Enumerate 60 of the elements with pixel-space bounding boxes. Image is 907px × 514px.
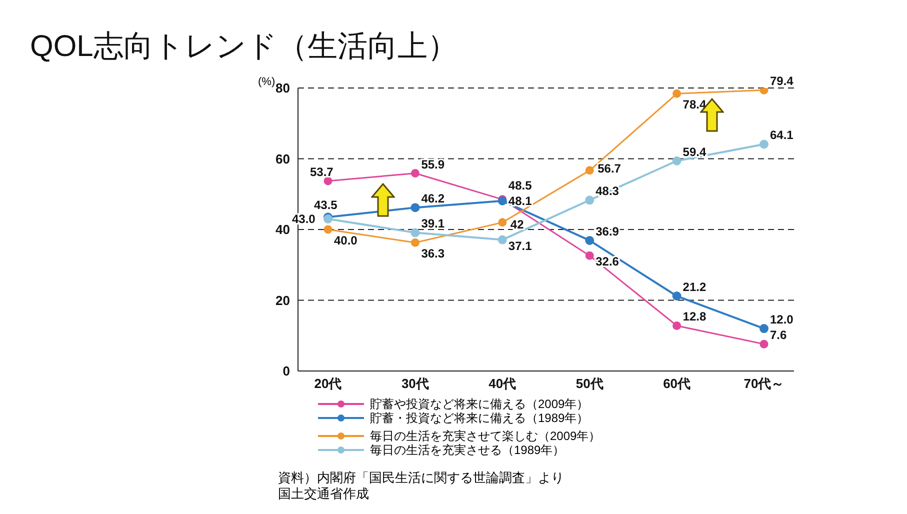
y-axis-title: (%) <box>258 76 276 88</box>
data-label: 64.1 <box>770 128 794 142</box>
point <box>410 238 420 247</box>
point <box>410 169 420 178</box>
data-label: 55.9 <box>421 157 445 172</box>
data-label: 21.2 <box>682 280 706 294</box>
legend-label: 毎日の生活を充実させて楽しむ（2009年） <box>370 429 601 443</box>
legend-label: 貯蓄・投資など将来に備える（1989年） <box>370 411 589 425</box>
point <box>760 340 768 348</box>
legend-label: 貯蓄や投資など将来に備える（2009年） <box>370 397 589 411</box>
data-label: 48.5 <box>508 178 532 192</box>
data-label: 37.1 <box>508 238 532 253</box>
point <box>498 235 507 244</box>
point <box>760 324 768 334</box>
x-tick-label: 30代 <box>401 376 429 392</box>
x-tick-label: 60代 <box>663 376 691 392</box>
x-tick-label: 40代 <box>488 376 516 392</box>
data-label: 7.6 <box>770 328 788 342</box>
data-label: 48.3 <box>596 184 620 198</box>
y-tick-label: 0 <box>282 364 290 379</box>
point <box>324 225 332 234</box>
data-label: 59.4 <box>682 144 706 159</box>
point <box>585 251 594 260</box>
text: 資料）内閣府「国民生活に関する世論調査」より国土交通省作成 <box>278 470 565 502</box>
point <box>672 156 682 166</box>
data-label: 53.7 <box>310 165 334 180</box>
data-label: 78.4 <box>682 98 706 112</box>
y-tick-label: 60 <box>276 151 290 166</box>
point <box>585 236 594 245</box>
point <box>410 203 420 212</box>
y-tick-label: 20 <box>276 292 290 308</box>
y-tick-label: 80 <box>276 80 290 96</box>
data-label: 48.1 <box>508 194 532 208</box>
x-tick-label: 20代 <box>314 376 342 392</box>
data-label: 12.8 <box>682 310 706 324</box>
data-label: 12.0 <box>770 312 794 327</box>
point <box>410 228 420 238</box>
point <box>498 218 507 227</box>
data-label: 36.9 <box>596 224 620 238</box>
point <box>324 176 332 186</box>
data-label: 79.4 <box>770 74 794 88</box>
point <box>672 89 682 98</box>
data-label: 43.5 <box>314 198 338 212</box>
legend-label: 毎日の生活を充実させる（1989年） <box>370 443 565 457</box>
point <box>760 88 768 94</box>
data-label: 46.2 <box>421 192 445 206</box>
data-label: 40.0 <box>334 234 358 248</box>
point <box>760 140 768 149</box>
point <box>672 321 682 330</box>
point <box>672 292 682 301</box>
point <box>585 166 594 175</box>
data-label: 39.1 <box>421 216 445 231</box>
data-label: 42 <box>510 217 524 232</box>
x-tick-label: 50代 <box>576 376 604 392</box>
y-tick-label: 40 <box>276 222 290 238</box>
x-tick-label: 70代～ <box>744 376 784 392</box>
point <box>585 196 594 205</box>
data-label: 36.3 <box>421 246 445 261</box>
chart-title: QOL志向トレンド（生活向上） <box>30 29 458 65</box>
data-label: 56.7 <box>598 161 622 176</box>
